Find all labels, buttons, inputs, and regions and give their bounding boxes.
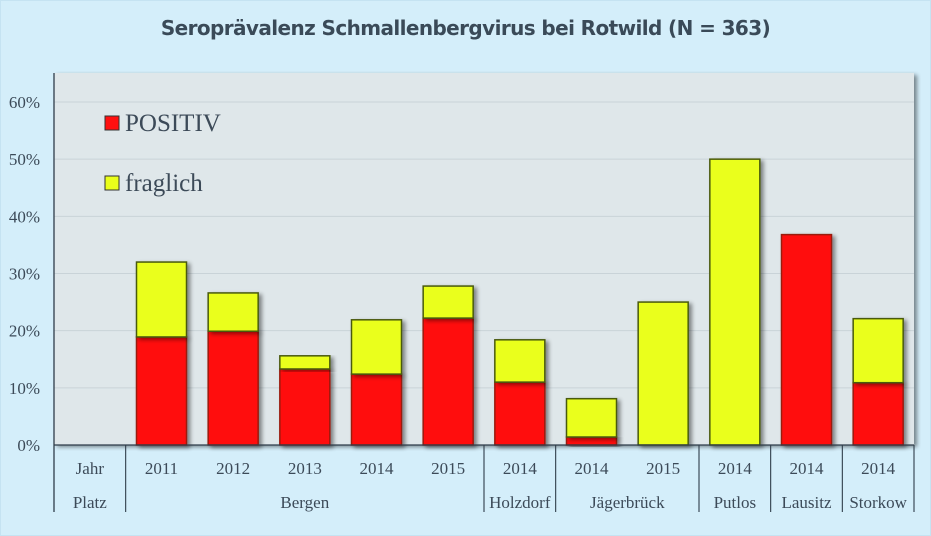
x-tick-label: 2015 [646, 459, 680, 478]
bar-fraglich-10 [852, 317, 904, 384]
bar-fraglich-6 [565, 397, 618, 438]
x-tick-label: 2011 [145, 459, 178, 478]
legend-swatch-positiv [104, 115, 120, 131]
y-tick-label: 40% [9, 207, 40, 226]
bar-fraglich-5 [494, 339, 546, 383]
y-tick-label: 60% [9, 93, 40, 112]
bar-fraglich-8 [709, 158, 761, 446]
x-tick-label: 2014 [360, 459, 395, 478]
x-tick-label: 2014 [861, 459, 896, 478]
x-tick-label: 2014 [503, 459, 538, 478]
y-tick-label: 10% [9, 379, 40, 398]
y-tick-label: 30% [9, 264, 40, 283]
bar-fraglich-3 [350, 319, 403, 375]
bar-positiv-6 [565, 436, 618, 446]
bar-fraglich-0 [135, 261, 188, 338]
x-tick-label: 2014 [575, 459, 610, 478]
x-tick-label: 2012 [216, 459, 250, 478]
legend-label-positiv: POSITIV [125, 110, 221, 137]
bar-positiv-0 [135, 336, 188, 446]
bar-positiv-2 [279, 368, 331, 446]
y-tick-label: 20% [9, 322, 40, 341]
group-label: Jägerbrück [590, 493, 665, 512]
row-header-jahr: Jahr [76, 459, 105, 478]
x-tick-label: 2014 [718, 459, 753, 478]
row-header-platz: Platz [73, 493, 107, 512]
bar-positiv-4 [422, 317, 474, 446]
legend-label-fraglich: fraglich [125, 170, 203, 197]
chart-title: Seroprävalenz Schmallenbergvirus bei Rot… [160, 16, 771, 40]
group-label: Storkow [849, 493, 907, 512]
bar-positiv-5 [494, 381, 546, 446]
legend-swatch-fraglich [104, 175, 120, 191]
bar-fraglich-7 [637, 301, 689, 446]
group-label: Putlos [714, 493, 757, 512]
bar-positiv-1 [207, 330, 259, 446]
group-label: Lausitz [781, 493, 831, 512]
bar-positiv-3 [350, 373, 403, 446]
bar-fraglich-2 [279, 355, 331, 370]
x-tick-label: 2013 [288, 459, 322, 478]
plot-area [54, 73, 914, 445]
x-tick-label: 2014 [790, 459, 825, 478]
y-tick-label: 0% [17, 436, 40, 455]
bar-fraglich-4 [422, 285, 474, 319]
bar-positiv-10 [852, 381, 904, 446]
x-tick-label: 2015 [431, 459, 465, 478]
group-label: Holzdorf [489, 493, 551, 512]
group-label: Bergen [280, 493, 329, 512]
bar-fraglich-1 [207, 292, 259, 332]
y-tick-label: 50% [9, 150, 40, 169]
bar-positiv-9 [780, 233, 833, 446]
